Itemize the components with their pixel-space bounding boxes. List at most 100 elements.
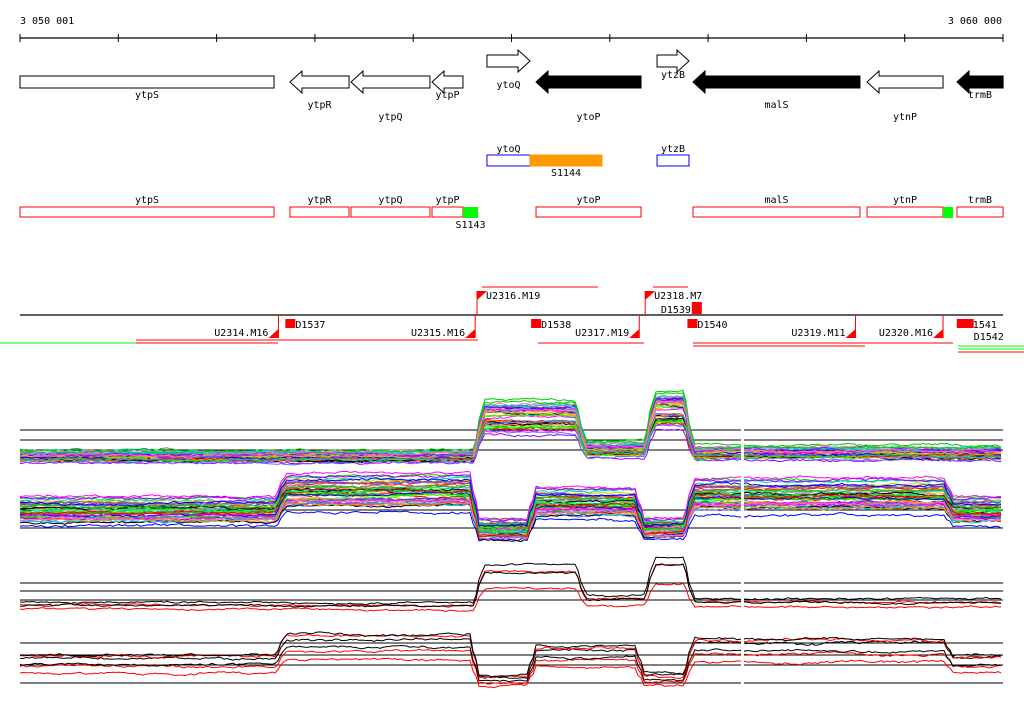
feature-green-block[interactable] <box>462 207 479 218</box>
terminator-marker-icon <box>691 302 702 314</box>
expression-profile-line <box>19 428 1002 465</box>
feature-malS[interactable] <box>692 206 861 218</box>
data-gap <box>741 620 744 700</box>
feature-trmB[interactable] <box>956 206 1004 218</box>
transcript-flag-icon <box>477 291 488 300</box>
expression-profile-line <box>19 563 1002 608</box>
feature-label-S1143: S1143 <box>455 220 485 231</box>
gene-arrow-ytnP[interactable] <box>866 69 944 95</box>
expression-profile-line <box>19 633 1002 680</box>
transcript-flag-icon <box>465 329 476 338</box>
gene-label-ytoP: ytoP <box>576 112 600 123</box>
gene-arrow-ytoQ[interactable] <box>486 48 531 74</box>
transcript-label[interactable]: D1540 <box>697 320 727 331</box>
feature-ytoQ[interactable] <box>486 154 531 167</box>
feature-ytpS[interactable] <box>19 206 275 218</box>
feature-label-ytpS: ytpS <box>135 195 159 206</box>
transcript-flag-icon <box>645 291 656 300</box>
gene-arrow-ytoP[interactable] <box>535 69 642 95</box>
terminator-marker-icon <box>687 319 698 328</box>
gene-label-ytzB: ytzB <box>661 70 685 81</box>
transcript-label[interactable]: U2318.M7 <box>654 291 702 302</box>
expression-profile-line <box>19 631 1002 678</box>
expression-profile-line <box>19 420 1002 463</box>
feature-label-ytpR: ytpR <box>307 195 332 206</box>
expression-profile-line <box>19 487 1002 538</box>
expression-profile-line <box>19 474 1001 523</box>
feature-ytpQ[interactable] <box>350 206 431 218</box>
gene-track: ytpS ytpR ytpQ ytpP ytoQ ytoP ytzB malS ytnP trmB <box>19 48 1004 123</box>
transcript-label[interactable]: U2314.M16 <box>214 328 268 339</box>
gene-label-trmB: trmB <box>968 90 992 101</box>
feature-ytpR[interactable] <box>289 206 350 218</box>
terminator-marker-icon <box>531 319 542 328</box>
gene-arrow-ytpQ[interactable] <box>350 69 431 95</box>
data-gap <box>741 465 744 550</box>
feature-ytoP[interactable] <box>535 206 642 218</box>
gene-arrow-trmB[interactable] <box>956 69 1004 95</box>
terminator-marker-icon <box>963 319 974 328</box>
ruler-start-label: 3 050 001 <box>20 16 74 27</box>
gene-label-ytoQ: ytoQ <box>496 80 520 91</box>
transcript-flag-icon <box>268 329 279 338</box>
gene-label-ytnP: ytnP <box>893 112 917 123</box>
expression-profile-line <box>19 637 1002 679</box>
gene-arrow-malS[interactable] <box>692 69 861 95</box>
transcript-flag-icon <box>629 329 640 338</box>
feature-label-ytzB: ytzB <box>661 144 685 155</box>
expression-profile-line <box>19 582 1002 613</box>
minus-strand-feature-track: ytpS ytpR ytpQ ytpP ytoP malS ytnP trmB S1143 <box>19 195 1004 231</box>
gene-arrow-ytpS[interactable] <box>19 75 275 89</box>
gene-label-ytpS: ytpS <box>135 90 159 101</box>
feature-ytzB[interactable] <box>656 154 690 167</box>
gene-arrow-ytpR[interactable] <box>289 69 350 95</box>
feature-label-ytpQ: ytpQ <box>378 195 402 206</box>
expression-profile-line <box>19 487 1002 532</box>
expression-profile-line <box>19 392 1002 455</box>
transcript-flag-icon <box>845 329 856 338</box>
expression-profile-line <box>19 470 1002 521</box>
data-gap <box>741 400 744 480</box>
transcript-track: U2314.M16 D1537 U2315.M16 U2316.M19 D1538 U23… <box>0 286 1024 353</box>
transcript-label[interactable]: D1541 <box>967 320 997 331</box>
expression-profile-line <box>19 499 1002 540</box>
expression-profile-panels <box>19 389 1003 700</box>
feature-label-S1144: S1144 <box>551 168 581 179</box>
expression-profile-line <box>19 400 1002 458</box>
transcript-label[interactable]: D1538 <box>541 320 571 331</box>
feature-label-ytoQ: ytoQ <box>496 144 520 155</box>
transcript-label[interactable]: D1542 <box>974 332 1004 343</box>
plus-strand-feature-track: ytoQ S1144 ytzB <box>486 144 690 179</box>
expression-profile-line <box>19 503 1001 543</box>
expression-profile-line <box>20 480 1002 526</box>
expression-profile-line <box>19 484 1002 526</box>
feature-green-block[interactable] <box>943 207 953 218</box>
expression-profile-line <box>19 389 1002 454</box>
gene-arrow-ytpP[interactable] <box>431 69 464 95</box>
transcript-label[interactable]: U2320.M16 <box>879 328 933 339</box>
expression-profile-line <box>19 477 1002 527</box>
ruler-end-label: 3 060 000 <box>948 16 1002 27</box>
transcript-label[interactable]: D1537 <box>295 320 325 331</box>
expression-profile-line <box>19 491 1002 537</box>
expression-profile-line <box>19 648 1002 685</box>
feature-label-ytpP: ytpP <box>435 195 459 206</box>
feature-ytpP[interactable] <box>431 206 464 218</box>
expression-profile-line <box>19 403 1002 459</box>
expression-profile-line <box>19 644 1002 683</box>
transcript-label[interactable]: U2319.M11 <box>791 328 845 339</box>
expression-profile-line <box>19 424 1002 466</box>
feature-S1144[interactable] <box>529 154 603 167</box>
expression-profile-line <box>19 510 1002 542</box>
transcript-label[interactable]: U2315.M16 <box>411 328 465 339</box>
feature-ytnP[interactable] <box>866 206 944 218</box>
transcript-flag-icon <box>933 329 944 338</box>
gene-arrow-ytzB[interactable] <box>656 48 690 74</box>
coordinate-ruler: 3 050 001 3 060 000 <box>19 16 1004 42</box>
transcript-label[interactable]: D1539 <box>661 305 691 316</box>
expression-profile-line <box>19 657 1002 689</box>
transcript-label[interactable]: U2316.M19 <box>486 291 540 302</box>
expression-profile-line <box>19 398 1002 459</box>
gene-label-ytpP: ytpP <box>435 90 459 101</box>
transcript-label[interactable]: U2317.M19 <box>575 328 629 339</box>
